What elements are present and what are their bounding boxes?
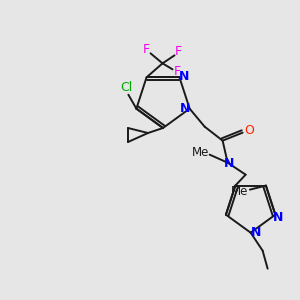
Text: Me: Me — [192, 146, 209, 159]
Text: N: N — [250, 226, 261, 239]
Text: N: N — [179, 70, 190, 83]
Text: F: F — [143, 43, 150, 56]
Text: Cl: Cl — [120, 81, 133, 94]
Text: N: N — [273, 211, 284, 224]
Text: O: O — [245, 124, 255, 137]
Text: F: F — [175, 45, 182, 58]
Text: F: F — [174, 65, 181, 78]
Text: Me: Me — [231, 185, 249, 198]
Text: N: N — [179, 102, 190, 115]
Text: N: N — [224, 157, 234, 170]
